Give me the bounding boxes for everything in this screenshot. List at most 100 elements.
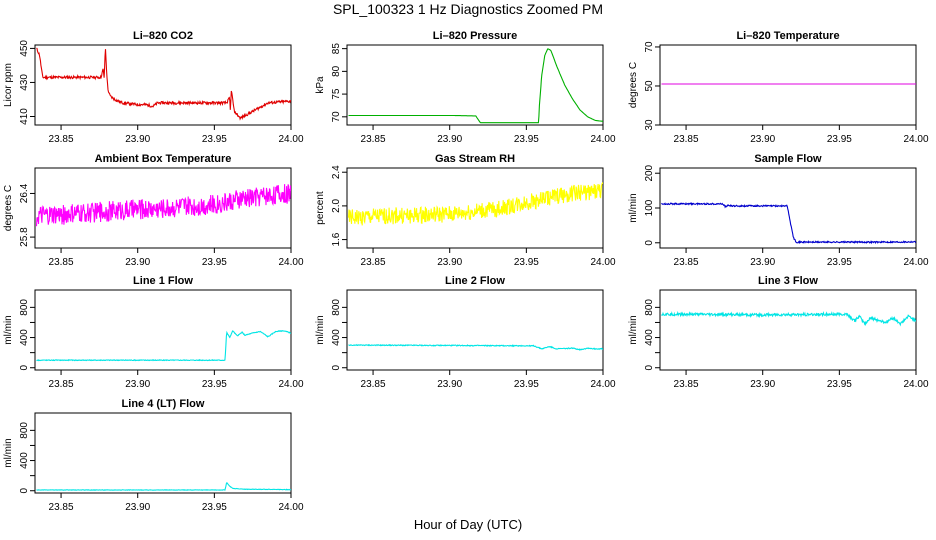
y-tick-label: 2.4 [331, 165, 342, 179]
y-axis-label: ml/min [315, 315, 326, 344]
series-line [661, 202, 916, 245]
x-tick-label: 24.00 [278, 379, 303, 390]
x-tick-label: 24.00 [903, 379, 928, 390]
y-axis-label: percent [315, 191, 326, 225]
chart-panel-7: Line 1 Flow 23.85 23.90 23.95 24.00 0 400 800 ml… [3, 275, 304, 390]
chart-title: Line 1 Flow [133, 275, 193, 287]
chart-title: Li–820 CO2 [133, 30, 193, 42]
y-axis-label: degrees C [3, 185, 14, 231]
x-tick-label: 23.90 [437, 134, 462, 145]
y-tick-label: 100 [644, 199, 655, 216]
x-tick-label: 23.90 [125, 257, 150, 268]
x-tick-label: 23.90 [125, 502, 150, 513]
series-line [36, 47, 291, 121]
y-axis-label: kPa [315, 76, 326, 94]
y-tick-label: 0 [19, 365, 30, 371]
y-tick-label: 400 [19, 329, 30, 346]
figure-xlabel: Hour of Day (UTC) [413, 517, 523, 532]
x-tick-label: 24.00 [278, 502, 303, 513]
y-tick-label: 410 [19, 108, 30, 125]
x-tick-label: 24.00 [903, 257, 928, 268]
y-tick-label: 800 [19, 422, 30, 439]
chart-panel-4: Ambient Box Temperature 23.85 23.90 23.95 24… [3, 153, 304, 268]
plot-frame [346, 289, 604, 371]
y-axis-label: ml/min [3, 438, 14, 467]
chart-panel-5: Gas Stream RH 23.85 23.90 23.95 24.00 1.6 2.0 2… [315, 153, 616, 268]
x-tick-label: 24.00 [278, 134, 303, 145]
y-tick-label: 75 [331, 88, 342, 100]
x-tick-label: 23.95 [202, 134, 227, 145]
chart-panel-10: Line 4 (LT) Flow 23.85 23.90 23.95 24.00 0 400… [3, 398, 304, 513]
plot-frame [34, 167, 292, 249]
x-tick-label: 23.90 [437, 257, 462, 268]
chart-panel-9: Line 3 Flow 23.85 23.90 23.95 24.00 0 400 800 ml… [628, 275, 929, 390]
plot-frame [34, 44, 292, 126]
y-tick-label: 26.4 [19, 183, 30, 203]
x-tick-label: 23.85 [361, 257, 386, 268]
x-tick-label: 23.90 [750, 257, 775, 268]
series-line [347, 181, 603, 226]
chart-title: Line 4 (LT) Flow [122, 398, 205, 410]
y-tick-label: 0 [19, 488, 30, 494]
y-tick-label: 80 [331, 65, 342, 77]
x-tick-label: 23.85 [674, 257, 699, 268]
y-tick-label: 25.8 [19, 227, 30, 247]
y-tick-label: 400 [644, 329, 655, 346]
x-tick-label: 23.95 [827, 134, 852, 145]
x-tick-label: 23.85 [49, 257, 74, 268]
plot-frame [659, 289, 917, 371]
y-tick-label: 0 [331, 365, 342, 371]
y-tick-label: 1.6 [331, 232, 342, 246]
series-line [35, 184, 291, 227]
y-tick-label: 800 [19, 299, 30, 316]
plot-frame [346, 44, 604, 126]
figure-title: SPL_100323 1 Hz Diagnostics Zoomed PM [332, 1, 604, 17]
x-tick-label: 23.90 [125, 379, 150, 390]
chart-title: Line 2 Flow [445, 275, 505, 287]
y-tick-label: 70 [644, 41, 655, 53]
chart-title: Sample Flow [754, 153, 822, 165]
chart-title: Li–820 Temperature [736, 30, 839, 42]
series-line [36, 482, 291, 491]
x-tick-label: 23.90 [750, 134, 775, 145]
y-axis-label: degrees C [628, 62, 639, 108]
y-tick-label: 70 [331, 111, 342, 123]
x-tick-label: 23.85 [361, 379, 386, 390]
plot-frame [34, 289, 292, 371]
x-tick-label: 23.90 [125, 134, 150, 145]
x-tick-label: 23.95 [514, 257, 539, 268]
x-tick-label: 24.00 [903, 134, 928, 145]
x-tick-label: 23.85 [49, 379, 74, 390]
x-tick-label: 23.95 [202, 257, 227, 268]
plot-frame [346, 167, 604, 249]
x-tick-label: 23.85 [361, 134, 386, 145]
x-tick-label: 23.85 [674, 134, 699, 145]
chart-panel-8: Line 2 Flow 23.85 23.90 23.95 24.00 0 400 800 ml… [315, 275, 616, 390]
y-tick-label: 800 [644, 299, 655, 316]
x-tick-label: 23.95 [827, 379, 852, 390]
y-tick-label: 400 [331, 329, 342, 346]
x-tick-label: 24.00 [590, 257, 615, 268]
y-tick-label: 0 [644, 365, 655, 371]
x-tick-label: 23.95 [827, 257, 852, 268]
y-tick-label: 400 [19, 452, 30, 469]
chart-title: Ambient Box Temperature [95, 153, 232, 165]
plot-frame [659, 44, 917, 126]
x-tick-label: 23.95 [514, 379, 539, 390]
plot-frame [34, 412, 292, 494]
y-tick-label: 85 [331, 43, 342, 55]
chart-title: Gas Stream RH [435, 153, 515, 165]
x-tick-label: 23.85 [49, 134, 74, 145]
x-tick-label: 24.00 [278, 257, 303, 268]
y-axis-label: ml/min [628, 315, 639, 344]
y-tick-label: 800 [331, 299, 342, 316]
x-tick-label: 24.00 [590, 379, 615, 390]
chart-title: Li–820 Pressure [433, 30, 517, 42]
y-tick-label: 0 [644, 240, 655, 246]
chart-title: Line 3 Flow [758, 275, 818, 287]
x-tick-label: 23.85 [49, 502, 74, 513]
chart-panel-1: Li–820 CO2 23.85 23.90 23.95 24.00 410 430 450 L… [3, 30, 304, 145]
y-axis-label: ml/min [628, 193, 639, 222]
